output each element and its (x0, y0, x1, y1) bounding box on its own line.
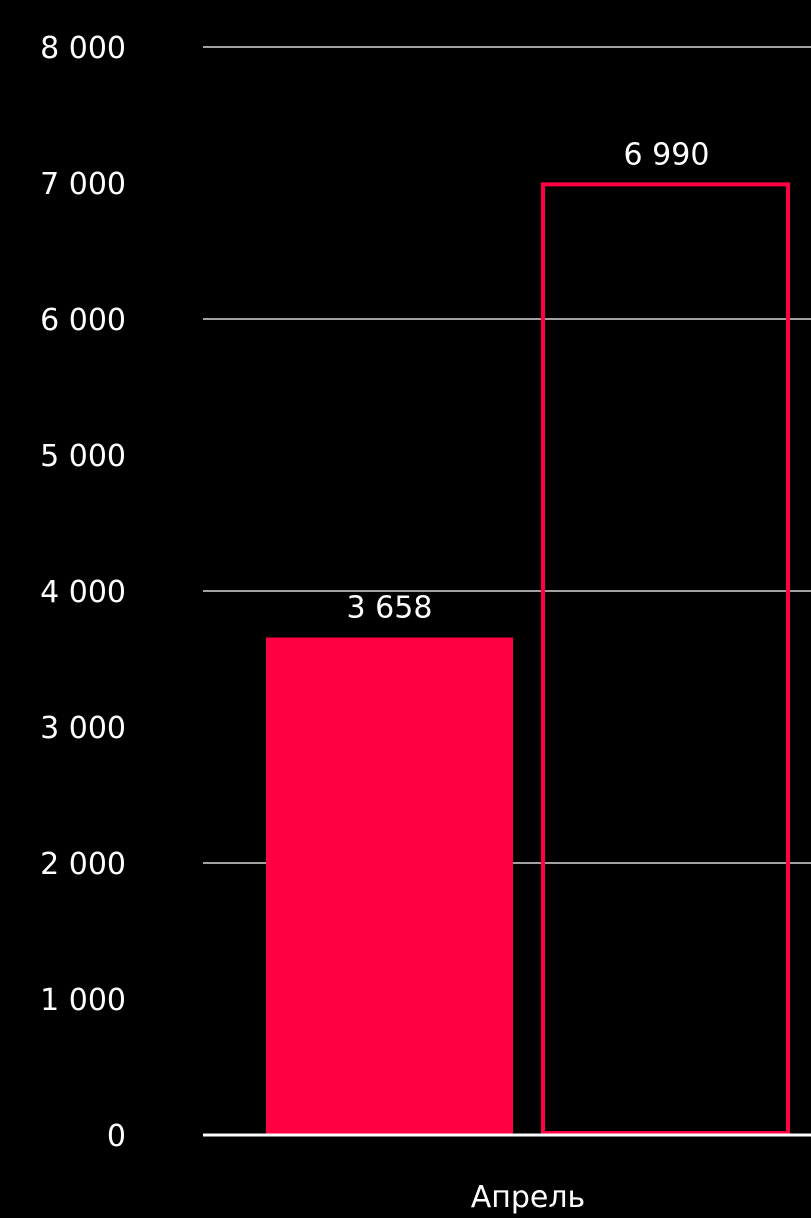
y-tick-label: 0 (107, 1119, 126, 1154)
bars (203, 182, 811, 1137)
bar-outline (541, 182, 790, 1136)
labels: 0 1 000 2 000 3 000 4 000 5 000 6 000 7 000 8 00… (40, 31, 709, 1215)
y-tick-label: 4 000 (40, 575, 126, 610)
bar-filled (266, 637, 513, 1135)
y-tick-label: 7 000 (40, 167, 126, 202)
bar-value-label: 3 658 (347, 591, 433, 626)
y-tick-label: 8 000 (40, 31, 126, 66)
y-tick-label: 3 000 (40, 711, 126, 746)
bar-value-label: 6 990 (624, 137, 710, 172)
y-tick-label: 6 000 (40, 303, 126, 338)
y-tick-label: 2 000 (40, 847, 126, 882)
x-category-label: Апрель (471, 1180, 586, 1215)
y-tick-label: 1 000 (40, 983, 126, 1018)
y-tick-label: 5 000 (40, 439, 126, 474)
